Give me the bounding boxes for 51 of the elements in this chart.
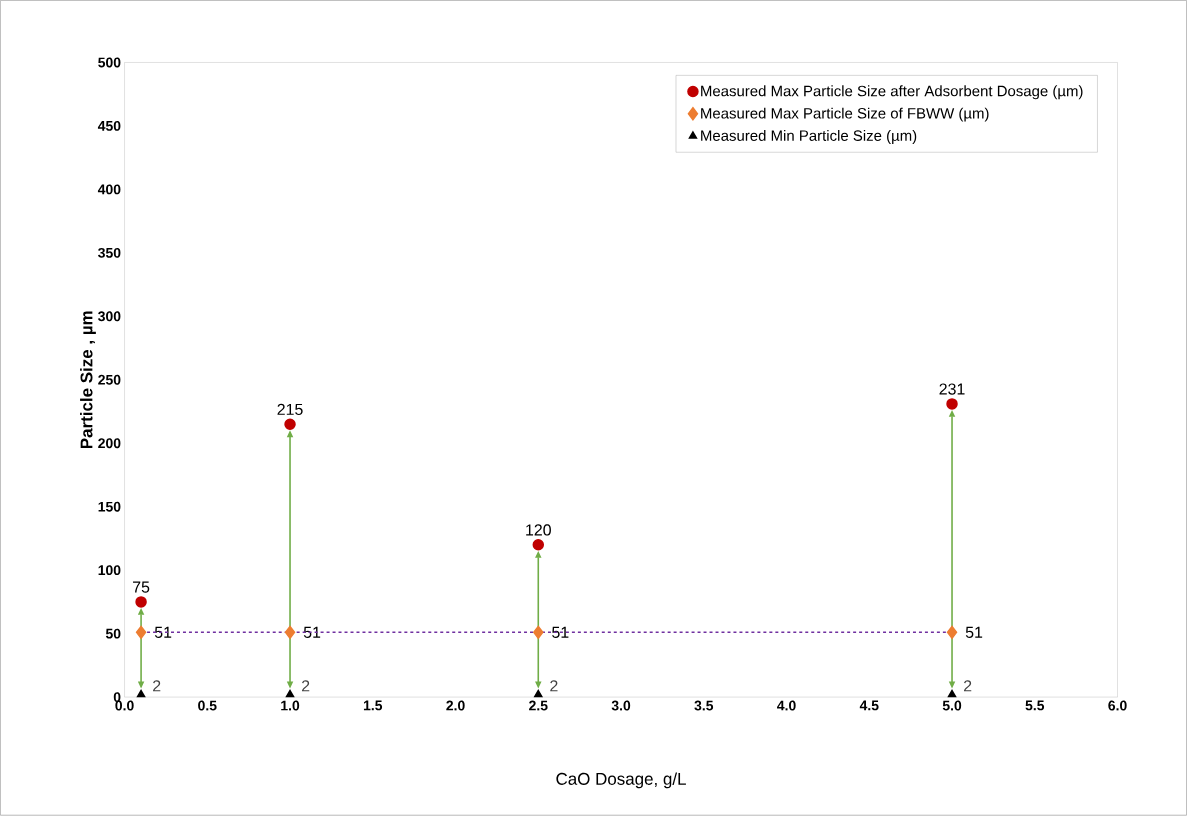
y-tick-label: 0: [113, 692, 121, 703]
x-tick-label: 0.5: [198, 700, 217, 711]
x-tick-label: 2.5: [529, 700, 548, 711]
point: [533, 625, 544, 640]
point: [946, 398, 958, 410]
data-label: 215: [277, 403, 303, 416]
x-tick-label: 5.0: [942, 700, 962, 711]
point: [285, 690, 295, 698]
y-tick-label: 200: [98, 438, 121, 449]
y-tick-label: 450: [97, 121, 121, 132]
x-tick-label: 3.0: [611, 700, 631, 711]
x-tick-label: 0.0: [115, 700, 134, 711]
y-tick-label: 350: [98, 248, 121, 258]
x-tick-label: 4.0: [777, 700, 796, 711]
x-tick-label: 4.5: [859, 700, 879, 711]
y-tick-label: 50: [105, 628, 121, 639]
y-tick-label: 100: [98, 565, 121, 576]
data-label: 2: [550, 680, 558, 692]
y-tick-label: 500: [98, 57, 121, 68]
data-label: 120: [526, 524, 551, 536]
point: [947, 690, 957, 698]
x-tick-label: 6.0: [1108, 700, 1127, 711]
legend-label: Measured Min Particle Size (µm): [701, 130, 917, 145]
point: [135, 625, 147, 640]
x-tick-label: 1.5: [363, 700, 383, 711]
point: [284, 625, 296, 640]
data-label: 2: [302, 680, 310, 692]
point: [534, 690, 543, 698]
x-tick-label: 1.0: [281, 700, 300, 711]
data-label: 231: [939, 383, 965, 395]
y-tick-label: 400: [97, 184, 121, 195]
point: [136, 690, 146, 698]
legend-label: Measured Max Particle Size of FBWW (µm): [701, 107, 989, 122]
data-label: 51: [552, 626, 569, 639]
data-label: 2: [964, 680, 972, 692]
x-tick-label: 3.5: [694, 700, 714, 711]
x-tick-label: 5.5: [1025, 700, 1045, 711]
legend-label: Measured Max Particle Size after Adsorbent Dosage (µm): [701, 85, 1083, 100]
point: [284, 418, 296, 431]
point: [135, 596, 147, 608]
data-label: 2: [153, 680, 161, 692]
x-tick-label: 2.0: [446, 700, 465, 711]
data-label: 51: [965, 626, 983, 639]
x-axis-title: CaO Dosage, g/L: [556, 772, 686, 789]
point: [532, 539, 545, 551]
y-axis-title: Particle Size , µm: [80, 311, 96, 449]
y-tick-label: 300: [98, 311, 121, 322]
point: [946, 625, 958, 640]
y-tick-label: 150: [98, 501, 121, 512]
data-label: 75: [133, 581, 150, 593]
y-tick-label: 250: [98, 375, 121, 385]
